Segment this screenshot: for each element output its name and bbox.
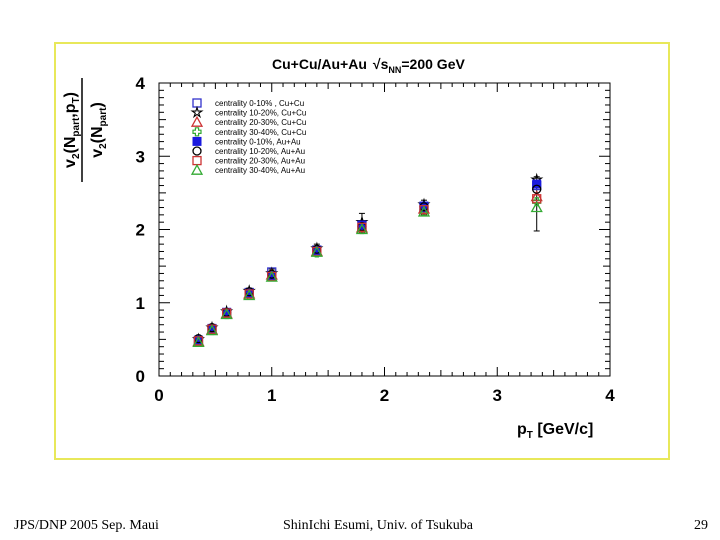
data-point xyxy=(532,184,542,194)
y-axis-label: v2(Npart,pT) v2(Npart) xyxy=(62,78,109,182)
legend-marker xyxy=(192,127,202,137)
legend-marker xyxy=(192,155,202,166)
data-point xyxy=(205,324,219,336)
legend-marker xyxy=(190,105,204,119)
plot-frame xyxy=(54,42,670,460)
data-point xyxy=(265,270,278,282)
footer-author: ShinIchi Esumi, Univ. of Tsukuba xyxy=(283,518,473,533)
legend-marker xyxy=(192,136,202,146)
legend-label: centrality 0-10% , Cu+Cu xyxy=(215,99,304,108)
footer-conference: JPS/DNP 2005 Sep. Maui xyxy=(14,518,159,533)
data-point xyxy=(243,289,256,301)
y-tick-label: 3 xyxy=(136,147,145,166)
legend-marker xyxy=(192,146,202,156)
data-point xyxy=(310,245,323,257)
legend-label: centrality 20-30%, Cu+Cu xyxy=(215,118,306,127)
x-axis-label: pT [GeV/c] xyxy=(517,421,593,441)
y-tick-label: 1 xyxy=(136,294,145,313)
legend-label: centrality 10-20%, Au+Au xyxy=(215,147,305,156)
data-point xyxy=(530,201,543,213)
x-tick-label: 2 xyxy=(380,386,389,405)
legend-marker xyxy=(190,115,204,127)
chart-title: Cu+Cu/Au+Au √sNN=200 GeV xyxy=(272,56,465,75)
legend-marker xyxy=(190,163,204,175)
x-tick-label: 0 xyxy=(154,386,163,405)
legend-label: centrality 20-30%, Au+Au xyxy=(215,157,305,166)
y-axis-label-denominator: v2(Npart) xyxy=(89,102,109,158)
data-point xyxy=(355,223,369,235)
footer-page-number: 29 xyxy=(694,518,708,533)
data-point xyxy=(417,205,431,217)
data-point xyxy=(532,179,542,189)
x-tick-label: 4 xyxy=(605,386,615,405)
y-tick-label: 2 xyxy=(136,221,145,240)
data-point xyxy=(530,190,543,202)
legend-label: centrality 0-10%, Au+Au xyxy=(215,137,301,146)
x-tick-label: 1 xyxy=(267,386,276,405)
legend-label: centrality 30-40%, Cu+Cu xyxy=(215,128,306,137)
data-point xyxy=(192,335,205,347)
legend-label: centrality 30-40%, Au+Au xyxy=(215,166,305,175)
x-tick-label: 3 xyxy=(493,386,502,405)
y-tick-label: 0 xyxy=(136,367,145,386)
data-point xyxy=(220,308,233,320)
y-tick-label: 4 xyxy=(136,74,146,93)
y-axis-label-numerator: v2(Npart,pT) xyxy=(62,92,82,168)
legend-label: centrality 10-20%, Cu+Cu xyxy=(215,109,306,118)
